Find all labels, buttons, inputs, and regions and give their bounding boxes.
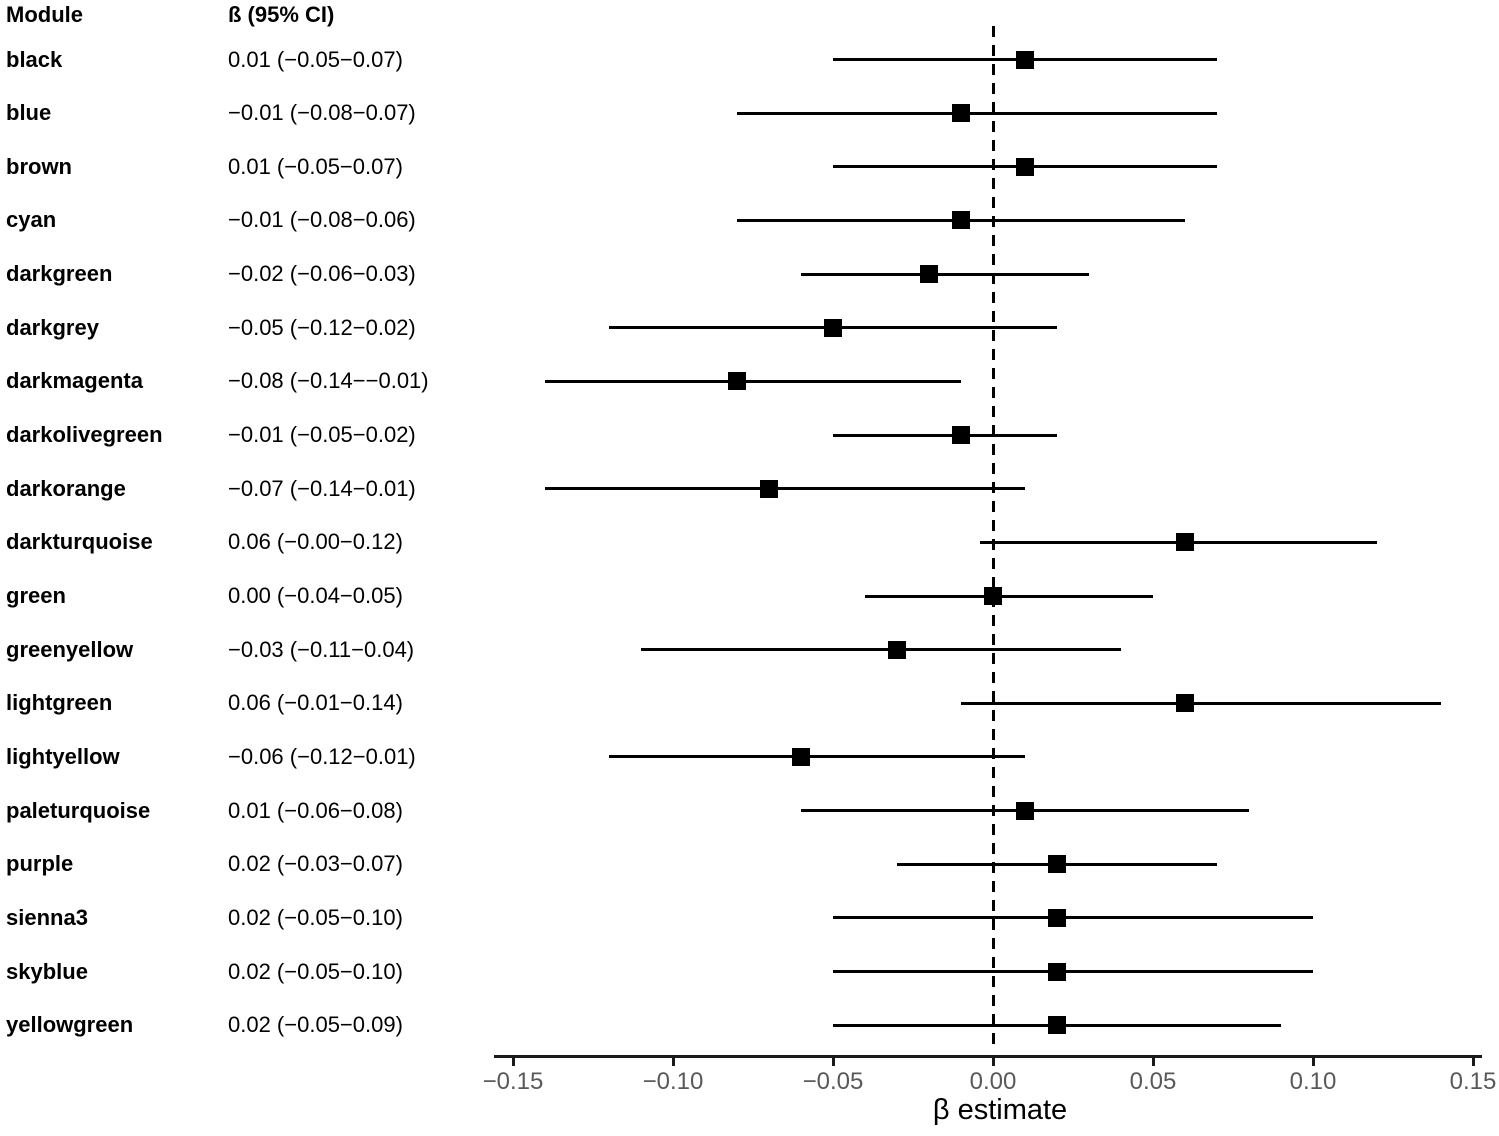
x-axis-tick-label-0.15: 0.15 — [1449, 1068, 1497, 1095]
x-axis-tick-0.05 — [1151, 1057, 1155, 1066]
ci-text-darkgreen: −0.02 (−0.06−0.03) — [228, 261, 416, 287]
ci-text-darkturquoise: 0.06 (−0.00−0.12) — [228, 529, 403, 555]
estimate-marker-black — [1016, 50, 1034, 69]
x-axis-tick-−0.05 — [831, 1057, 835, 1066]
ci-text-brown: 0.01 (−0.05−0.07) — [228, 153, 403, 179]
x-axis-tick-−0.15 — [511, 1057, 515, 1066]
x-axis-tick-label-−0.05: −0.05 — [802, 1068, 864, 1095]
ci-interval-line-lightyellow — [609, 755, 1025, 759]
ci-text-darkmagenta: −0.08 (−0.14−−0.01) — [228, 368, 429, 394]
x-axis-tick-0.00 — [991, 1057, 995, 1066]
estimate-marker-darkgreen — [920, 265, 938, 284]
x-axis-tick-label-0.05: 0.05 — [1129, 1068, 1177, 1095]
module-label-blue: blue — [6, 100, 52, 126]
ci-interval-line-darkgreen — [801, 272, 1089, 276]
module-label-green: green — [6, 583, 66, 608]
estimate-marker-greenyellow — [888, 640, 906, 659]
x-axis-line — [494, 1054, 1482, 1058]
ci-text-lightgreen: 0.06 (−0.01−0.14) — [228, 690, 403, 716]
column-header-beta-ci: ß (95% CI) — [228, 2, 335, 27]
estimate-marker-darkorange — [760, 479, 778, 498]
x-axis-title: β estimate — [932, 1094, 1068, 1126]
module-label-darkgrey: darkgrey — [6, 314, 99, 340]
zero-reference-line — [991, 26, 995, 1052]
module-label-lightyellow: lightyellow — [6, 743, 120, 769]
x-axis-tick-−0.10 — [671, 1057, 675, 1066]
ci-text-lightyellow: −0.06 (−0.12−0.01) — [228, 743, 416, 769]
ci-interval-line-green — [865, 594, 1153, 598]
estimate-marker-darkturquoise — [1176, 533, 1194, 552]
ci-interval-line-darkorange — [545, 487, 1025, 491]
ci-text-black: 0.01 (−0.05−0.07) — [228, 46, 403, 72]
module-label-black: black — [6, 46, 63, 72]
module-label-greenyellow: greenyellow — [6, 636, 134, 662]
ci-text-paleturquoise: 0.01 (−0.06−0.08) — [228, 797, 403, 823]
module-label-paleturquoise: paleturquoise — [6, 797, 151, 823]
ci-text-cyan: −0.01 (−0.08−0.06) — [228, 207, 416, 233]
module-label-skyblue: skyblue — [6, 958, 88, 984]
ci-text-darkolivegreen: −0.01 (−0.05−0.02) — [228, 422, 416, 448]
module-label-darkgreen: darkgreen — [6, 261, 113, 287]
ci-interval-line-darkolivegreen — [833, 433, 1057, 437]
estimate-marker-lightyellow — [792, 747, 810, 766]
estimate-marker-blue — [952, 104, 970, 123]
ci-text-greenyellow: −0.03 (−0.11−0.04) — [228, 636, 415, 662]
module-label-lightgreen: lightgreen — [6, 690, 113, 716]
module-label-yellowgreen: yellowgreen — [6, 1012, 134, 1038]
estimate-marker-darkgrey — [824, 318, 842, 337]
module-label-darkturquoise: darkturquoise — [6, 529, 153, 555]
module-label-darkolivegreen: darkolivegreen — [6, 422, 163, 448]
x-axis-tick-label-−0.10: −0.10 — [642, 1068, 704, 1095]
module-label-cyan: cyan — [6, 207, 57, 233]
estimate-marker-purple — [1048, 855, 1066, 874]
x-axis-tick-label-−0.15: −0.15 — [482, 1068, 544, 1095]
x-axis-tick-label-0.10: 0.10 — [1289, 1068, 1337, 1095]
module-label-darkmagenta: darkmagenta — [6, 368, 143, 394]
estimate-marker-lightgreen — [1176, 694, 1194, 713]
ci-interval-line-lightgreen — [961, 701, 1441, 705]
x-axis-tick-0.10 — [1311, 1057, 1315, 1066]
module-label-purple: purple — [6, 851, 74, 877]
estimate-marker-skyblue — [1048, 962, 1066, 981]
ci-text-blue: −0.01 (−0.08−0.07) — [228, 100, 416, 126]
x-axis-tick-label-0.00: 0.00 — [969, 1068, 1017, 1095]
estimate-marker-paleturquoise — [1016, 801, 1034, 820]
estimate-marker-darkolivegreen — [952, 426, 970, 445]
x-axis-tick-0.15 — [1471, 1057, 1475, 1066]
estimate-marker-cyan — [952, 211, 970, 230]
estimate-marker-darkmagenta — [728, 372, 746, 391]
ci-text-skyblue: 0.02 (−0.05−0.10) — [228, 958, 403, 984]
ci-interval-line-sienna3 — [833, 916, 1313, 920]
module-label-darkorange: darkorange — [6, 475, 126, 501]
estimate-marker-brown — [1016, 157, 1034, 176]
module-label-sienna3: sienna3 — [6, 904, 88, 930]
ci-text-green: 0.00 (−0.04−0.05) — [228, 583, 403, 608]
estimate-marker-green — [984, 587, 1002, 605]
ci-interval-line-darkmagenta — [545, 379, 961, 383]
ci-text-yellowgreen: 0.02 (−0.05−0.09) — [228, 1012, 403, 1038]
ci-text-purple: 0.02 (−0.03−0.07) — [228, 851, 403, 877]
ci-interval-line-skyblue — [833, 970, 1313, 974]
column-header-module: Module — [6, 2, 83, 27]
ci-text-darkorange: −0.07 (−0.14−0.01) — [228, 475, 416, 501]
module-label-brown: brown — [6, 153, 72, 179]
ci-text-sienna3: 0.02 (−0.05−0.10) — [228, 904, 403, 930]
estimate-marker-yellowgreen — [1048, 1016, 1066, 1035]
estimate-marker-sienna3 — [1048, 908, 1066, 927]
ci-interval-line-blue — [737, 111, 1217, 115]
ci-text-darkgrey: −0.05 (−0.12−0.02) — [228, 314, 416, 340]
ci-interval-line-greenyellow — [641, 648, 1121, 652]
